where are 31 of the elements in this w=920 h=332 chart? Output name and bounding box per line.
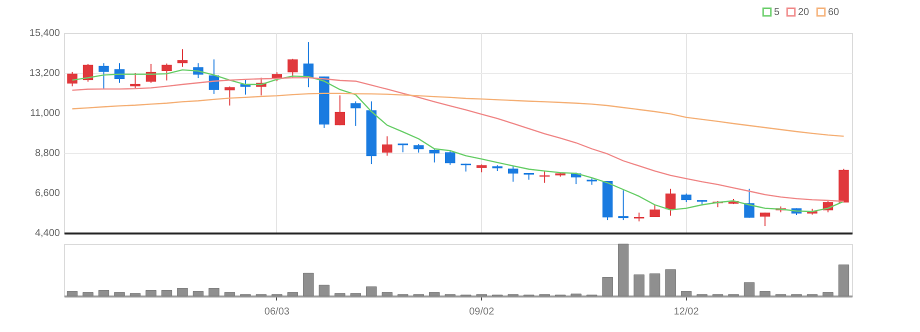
x-tick-label: 06/03 [264,306,290,318]
candlestick [760,212,770,227]
legend-label: 5 [774,7,780,18]
candlestick [350,100,361,126]
legend-label: 60 [828,7,840,18]
candlestick [288,58,298,78]
candlestick [177,48,188,68]
x-tick-label: 12/02 [674,306,700,318]
y-tick-label: 13,200 [29,68,60,79]
x-tick-label: 09/02 [469,306,495,318]
candlestick [98,62,109,90]
y-tick-label: 11,000 [30,108,60,119]
candlestick [67,71,78,87]
candlestick [744,188,754,218]
candlestick [445,150,456,166]
candlestick [162,63,172,81]
y-tick-label: 8,800 [34,148,60,159]
candlestick [382,136,392,156]
candlestick [130,72,140,89]
y-tick-label: 6,600 [34,188,60,199]
candlestick [334,94,346,126]
candlestick [618,190,628,221]
candlestick [224,86,235,106]
candlestick [650,204,660,218]
candlestick [429,149,440,163]
y-tick-label: 15,400 [29,28,60,39]
line-series [72,92,844,137]
y-tick-label: 4,400 [34,228,60,239]
legend-label: 20 [798,7,810,18]
candlestick [665,188,676,216]
candlestick [508,165,518,182]
